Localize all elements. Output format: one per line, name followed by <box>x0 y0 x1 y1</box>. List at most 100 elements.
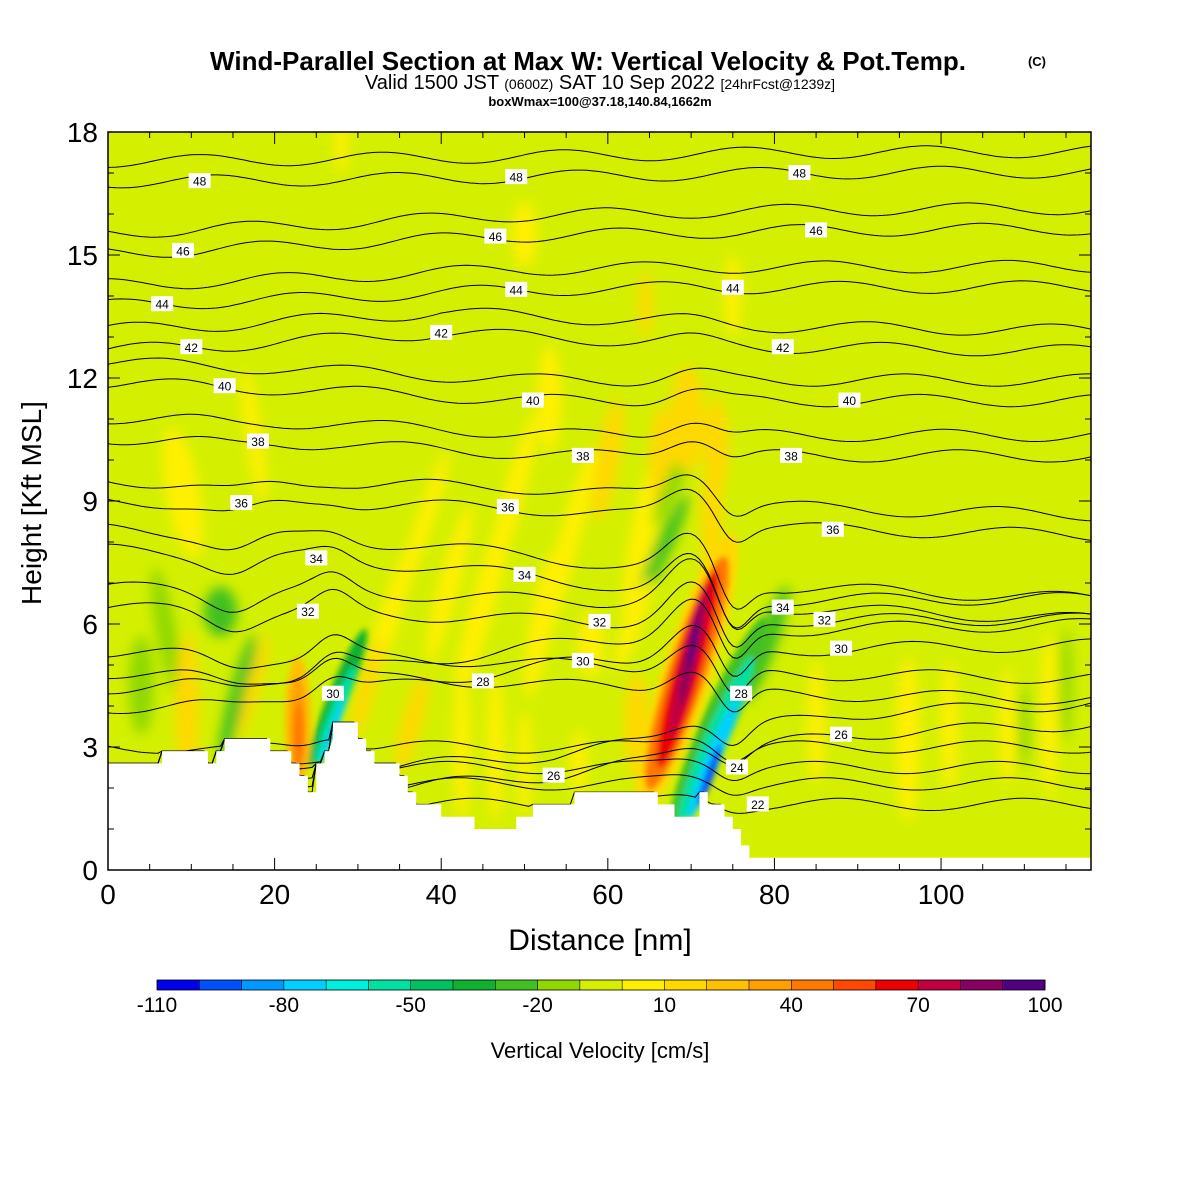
contour-label: 48 <box>510 171 524 185</box>
contour-label-box <box>296 603 319 619</box>
contour-labels: 48 48 48 46 46 46 44 44 44 42 42 42 40 40 40 38 38 38 36 36… <box>151 165 861 812</box>
colorbar-swatch <box>410 980 454 990</box>
colorbar-tick-label: 70 <box>906 994 929 1017</box>
plot-area: 48 48 48 46 46 46 44 44 44 42 42 42 40 40 40 38 38 38 36 36… <box>108 132 1091 870</box>
velocity-cell <box>614 577 652 671</box>
contour-label-box <box>180 339 203 355</box>
theta-contour <box>108 488 1091 543</box>
colorbar-swatch <box>622 980 665 990</box>
contour-label: 38 <box>576 449 590 463</box>
velocity-core <box>293 701 304 768</box>
contour-label-box <box>571 652 594 668</box>
contour-label-box <box>571 447 594 463</box>
contour-label-box <box>305 550 328 566</box>
colorbar-label: Vertical Velocity [cm/s] <box>491 1038 710 1063</box>
theta-contour-minor <box>108 145 1091 168</box>
contour-label: 42 <box>435 326 449 340</box>
contour-label-box <box>188 173 211 189</box>
theta-contours <box>108 145 1091 814</box>
colorbar-tick-label: -80 <box>269 994 299 1017</box>
velocity-cell <box>592 399 624 521</box>
contour-label-box <box>496 499 519 515</box>
contour-label: 46 <box>176 244 190 258</box>
contour-label-box <box>430 324 453 340</box>
colorbar-swatch <box>875 980 919 990</box>
theta-contour <box>108 328 1091 357</box>
colorbar-tick-label: 40 <box>780 994 803 1017</box>
velocity-cell <box>350 638 383 742</box>
velocity-cell <box>151 567 182 697</box>
axis-ticks <box>107 131 1091 871</box>
velocity-core <box>697 744 722 807</box>
colorbar-swatch <box>749 980 792 990</box>
contour-label-box <box>588 613 611 629</box>
colorbar-swatch <box>706 980 750 990</box>
x-tick-label: 60 <box>592 879 623 910</box>
y-tick-labels: 0 3 6 9 12 15 18 <box>67 117 98 886</box>
velocity-cell <box>638 271 652 338</box>
contour-label: 44 <box>726 281 740 295</box>
contour-label: 48 <box>793 167 807 181</box>
velocity-cell <box>807 660 825 784</box>
theta-contour-minor <box>108 523 1091 610</box>
theta-contour <box>108 165 1091 189</box>
contour-label: 32 <box>818 613 832 627</box>
contour-label: 32 <box>301 605 315 619</box>
theta-contour <box>108 378 1091 408</box>
contour-label-box <box>780 447 803 463</box>
velocity-cell <box>487 673 504 821</box>
contour-label-box <box>151 296 174 312</box>
velocity-cell <box>670 365 704 473</box>
y-tick-label: 0 <box>82 855 98 886</box>
colorbar-swatch <box>199 980 243 990</box>
theta-contour-minor <box>108 558 1091 629</box>
velocity-cell <box>396 674 429 770</box>
contour-label: 36 <box>826 523 840 537</box>
contour-label-box <box>171 242 194 258</box>
contour-label: 48 <box>193 175 207 189</box>
contour-label-box <box>805 222 828 238</box>
theta-contour-minor <box>108 634 1091 694</box>
contour-label: 40 <box>526 394 540 408</box>
theta-contour-minor <box>108 474 1091 522</box>
x-tick-label: 20 <box>259 879 290 910</box>
velocity-cell <box>1041 632 1058 797</box>
x-tick-label: 40 <box>426 879 457 910</box>
colorbar-swatch <box>495 980 539 990</box>
contour-label: 30 <box>576 654 590 668</box>
contour-label-box <box>230 495 253 511</box>
colorbar-swatch <box>537 980 581 990</box>
contour-label-box <box>813 611 836 627</box>
colorbar-swatch <box>579 980 623 990</box>
contour-label: 34 <box>776 601 790 615</box>
y-tick-label: 3 <box>82 732 98 763</box>
contour-label: 28 <box>476 675 490 689</box>
colorbar-swatch <box>453 980 496 990</box>
x-tick-label: 0 <box>100 879 116 910</box>
velocity-cell <box>896 656 920 821</box>
velocity-cell <box>400 451 449 592</box>
theta-contour-minor <box>108 598 1091 695</box>
contour-label: 38 <box>784 449 798 463</box>
valid-time-line: Valid 1500 JST (0600Z) SAT 10 Sep 2022 [… <box>365 72 835 94</box>
contour-label: 30 <box>326 687 340 701</box>
velocity-cell <box>203 587 238 637</box>
velocity-cell <box>1060 628 1072 743</box>
velocity-cell <box>175 632 199 780</box>
contour-label: 30 <box>834 642 848 656</box>
y-tick-label: 18 <box>67 117 98 148</box>
contour-label: 46 <box>489 230 503 244</box>
colorbar-swatch <box>960 980 1004 990</box>
colorbar-tick-label: -110 <box>137 994 177 1017</box>
contour-label-box <box>771 599 794 615</box>
valid-date: SAT 10 Sep 2022 <box>559 72 715 94</box>
contour-label-box <box>321 685 344 701</box>
colorbar-tick-label: 100 <box>1027 994 1062 1017</box>
theta-contour <box>108 624 1091 715</box>
contour-label-box <box>730 685 753 701</box>
velocity-cell <box>724 255 742 337</box>
theta-contour-minor <box>108 307 1091 336</box>
velocity-cell <box>334 132 348 173</box>
contour-label: 36 <box>501 501 515 515</box>
colorbar-swatch <box>326 980 369 990</box>
